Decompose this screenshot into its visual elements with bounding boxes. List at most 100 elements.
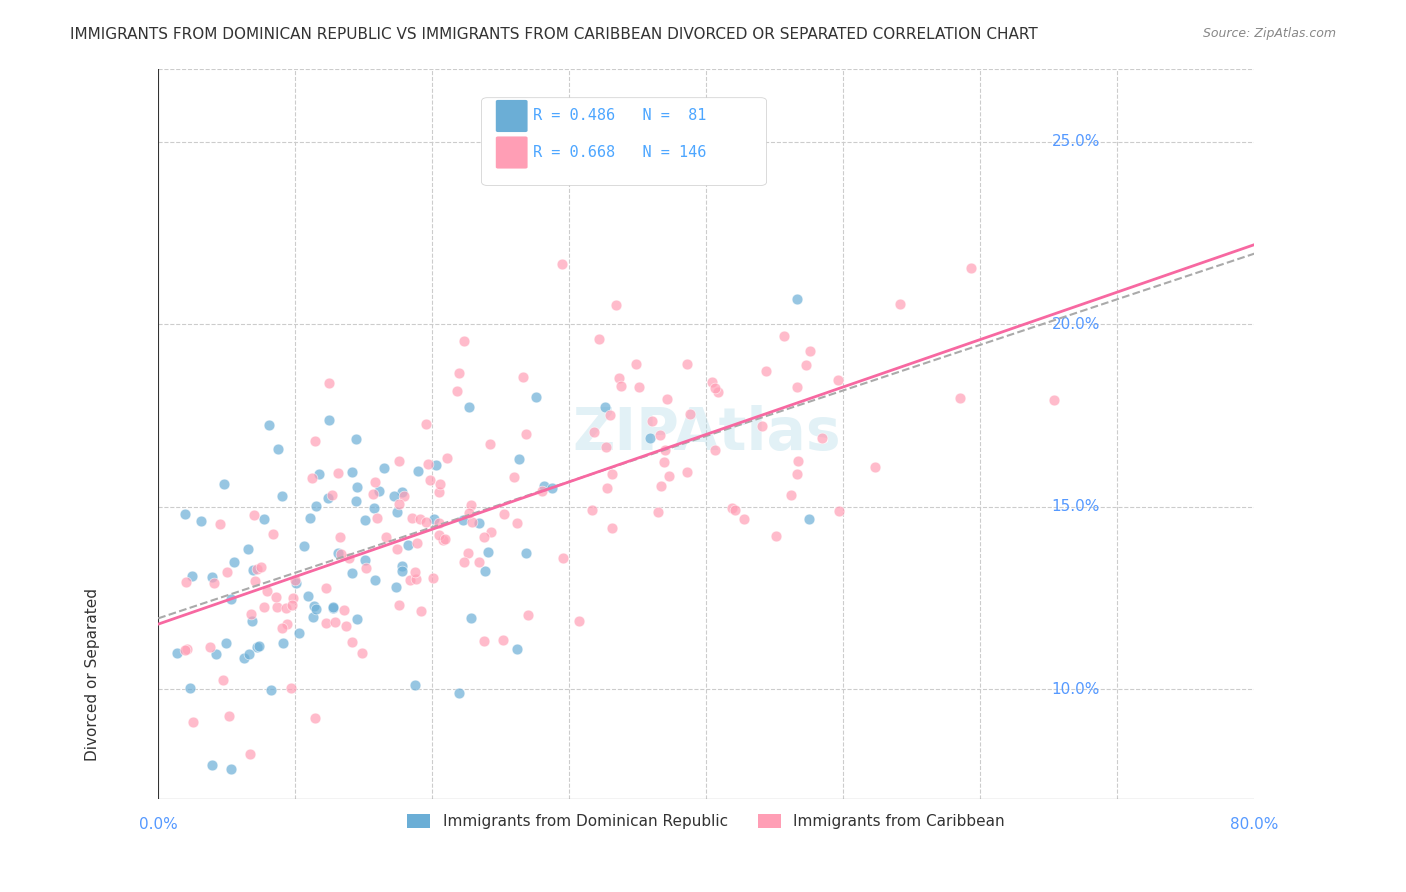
Point: [512, 370, 534, 384]
Point: [352, 646, 374, 660]
Point: [180, 569, 202, 583]
Point: [215, 566, 238, 580]
Point: [181, 714, 204, 729]
Point: [281, 591, 304, 605]
Text: Divorced or Separated: Divorced or Separated: [84, 588, 100, 761]
Point: [733, 512, 755, 526]
Point: [304, 434, 326, 448]
Point: [302, 609, 325, 624]
Point: [337, 550, 360, 565]
Point: [375, 530, 398, 544]
Point: [242, 563, 264, 577]
Point: [550, 257, 572, 271]
Point: [245, 574, 267, 589]
Text: R = 0.486   N =  81: R = 0.486 N = 81: [533, 109, 706, 123]
Point: [276, 616, 298, 631]
Point: [411, 604, 433, 618]
Point: [581, 502, 603, 516]
Point: [399, 573, 422, 587]
Point: [477, 544, 499, 558]
Point: [422, 571, 444, 585]
Point: [479, 437, 502, 451]
Point: [281, 598, 304, 612]
Point: [330, 547, 353, 561]
Point: [505, 642, 527, 657]
Point: [308, 467, 330, 482]
Point: [467, 556, 489, 570]
Text: Source: ZipAtlas.com: Source: ZipAtlas.com: [1202, 27, 1336, 40]
Point: [323, 615, 346, 629]
Point: [190, 514, 212, 528]
Point: [700, 375, 723, 389]
Point: [304, 711, 326, 725]
Point: [305, 602, 328, 616]
Point: [602, 467, 624, 481]
Point: [364, 475, 387, 489]
Point: [640, 431, 662, 445]
Point: [516, 607, 538, 622]
Point: [405, 572, 427, 586]
Point: [468, 516, 491, 531]
Point: [599, 409, 621, 423]
Point: [280, 681, 302, 695]
Point: [302, 599, 325, 613]
Text: 80.0%: 80.0%: [1230, 817, 1278, 832]
Point: [233, 650, 256, 665]
Point: [641, 413, 664, 427]
Point: [267, 442, 290, 456]
Point: [650, 428, 672, 442]
Point: [391, 565, 413, 579]
Text: ZIPAtlas: ZIPAtlas: [572, 405, 841, 462]
Point: [810, 432, 832, 446]
FancyBboxPatch shape: [481, 98, 766, 186]
Legend: Immigrants from Dominican Republic, Immigrants from Caribbean: Immigrants from Dominican Republic, Immi…: [401, 808, 1011, 835]
Point: [449, 367, 471, 381]
Point: [315, 581, 337, 595]
Point: [298, 510, 321, 524]
Point: [960, 261, 983, 276]
Point: [271, 489, 294, 503]
Point: [271, 621, 294, 635]
Point: [262, 527, 284, 541]
Point: [221, 592, 243, 607]
Point: [704, 381, 727, 395]
Point: [451, 513, 474, 527]
Point: [238, 647, 260, 661]
Point: [458, 507, 481, 521]
Point: [828, 504, 851, 518]
Point: [335, 619, 357, 633]
Point: [679, 407, 702, 421]
Point: [457, 546, 479, 560]
Point: [292, 539, 315, 553]
Point: [404, 678, 426, 692]
Point: [406, 464, 429, 478]
Point: [415, 417, 437, 431]
Point: [253, 600, 276, 615]
Point: [786, 467, 808, 481]
Point: [415, 515, 437, 529]
Point: [472, 530, 495, 544]
Point: [433, 532, 456, 546]
Point: [342, 634, 364, 648]
Point: [453, 555, 475, 569]
Point: [457, 401, 479, 415]
Point: [416, 458, 439, 472]
Point: [176, 574, 198, 589]
Point: [530, 484, 553, 499]
Point: [773, 329, 796, 343]
Point: [654, 442, 676, 457]
Point: [382, 489, 405, 503]
Point: [422, 512, 444, 526]
Point: [174, 643, 197, 657]
Point: [239, 747, 262, 761]
Point: [401, 510, 423, 524]
Point: [391, 558, 413, 573]
Point: [751, 418, 773, 433]
Point: [502, 469, 524, 483]
Point: [553, 550, 575, 565]
Point: [361, 487, 384, 501]
Point: [346, 480, 368, 494]
Point: [354, 561, 377, 575]
Text: 10.0%: 10.0%: [1052, 681, 1099, 697]
Point: [318, 413, 340, 427]
